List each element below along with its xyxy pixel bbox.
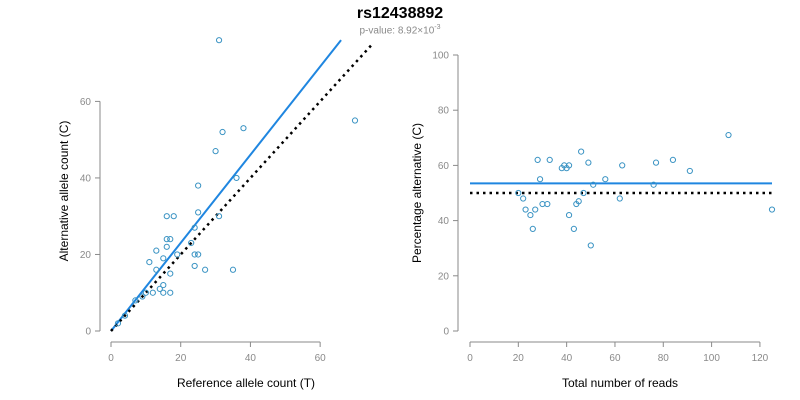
data-point (669, 156, 677, 163)
chart-subtitle: p-value: 8.92×10-3 (0, 24, 800, 36)
data-point (527, 211, 534, 219)
data-point (650, 181, 657, 188)
y-tick-label: 40 (438, 216, 450, 227)
data-point (534, 156, 541, 163)
data-point (170, 213, 177, 220)
x-tick-label: 0 (108, 353, 114, 364)
data-point (520, 195, 527, 202)
y-tick-label: 60 (438, 161, 450, 172)
data-point (153, 247, 160, 254)
data-point (240, 125, 247, 132)
y-tick-label: 0 (443, 327, 449, 338)
data-point (160, 255, 167, 262)
data-point (139, 293, 146, 300)
data-point (575, 198, 582, 205)
data-point (195, 251, 202, 258)
data-point (578, 148, 585, 155)
data-point (652, 159, 660, 166)
plot-panel-1: 0 20 40 60 0 20 40 60 Reference allele count (T)… (57, 37, 374, 390)
data-point (215, 213, 223, 220)
data-point (188, 239, 195, 247)
y-tick-label: 60 (80, 97, 92, 108)
data-point (202, 266, 209, 273)
data-point (153, 266, 160, 273)
y-tick-label: 0 (85, 327, 91, 338)
x-tick-label: 20 (175, 353, 187, 364)
x-tick-label: 100 (703, 353, 720, 364)
x-tick-label: 80 (658, 353, 670, 364)
y-tick-label: 20 (80, 250, 92, 261)
data-point (580, 189, 587, 197)
p-value-text: p-value: 8.92×10 (359, 25, 435, 37)
data-point (590, 181, 597, 188)
x-tick-label: 0 (467, 353, 473, 364)
y-tick-label: 20 (438, 271, 450, 282)
data-point (160, 289, 167, 296)
x-tick-label: 40 (561, 353, 573, 364)
data-point (195, 209, 202, 216)
fit-line (110, 39, 342, 332)
data-point (544, 200, 551, 208)
x-tick-label: 40 (245, 353, 257, 364)
data-point (585, 159, 592, 166)
data-point (146, 259, 153, 266)
data-point (163, 243, 170, 250)
data-point (191, 262, 198, 270)
data-point (167, 270, 174, 277)
data-point (142, 289, 149, 296)
data-point (219, 128, 226, 136)
data-point (149, 289, 156, 296)
x-axis-title: Reference allele count (T) (177, 376, 315, 390)
data-point (215, 37, 223, 44)
data-point (546, 156, 553, 163)
y-tick-label: 100 (432, 51, 449, 62)
y-axis-title: Percentage alternative (C) (410, 123, 424, 263)
data-point (163, 213, 170, 220)
data-point (565, 162, 573, 169)
data-point (522, 206, 529, 213)
y-axis-title: Alternative allele count (C) (57, 121, 71, 262)
data-point (114, 320, 122, 327)
data-point (619, 162, 626, 169)
reference-line (110, 43, 374, 332)
data-point (602, 176, 609, 183)
data-point (160, 281, 167, 289)
data-point (229, 266, 237, 273)
data-point (565, 211, 573, 219)
data-point (191, 224, 198, 231)
x-tick-label: 60 (315, 353, 327, 364)
x-tick-label: 60 (609, 353, 621, 364)
data-point (121, 312, 129, 319)
data-point (570, 225, 577, 232)
y-tick-label: 80 (438, 106, 450, 117)
chart-title: rs12438892 (356, 5, 444, 22)
data-point (768, 206, 776, 213)
x-axis-title: Total number of reads (562, 376, 678, 390)
data-point (725, 131, 732, 139)
data-point (233, 174, 240, 182)
x-tick-label: 20 (513, 353, 525, 364)
plot-panel-2: 0 20 40 60 80 100 120 0 20 40 60 80 100 Total number … (410, 51, 776, 390)
data-point (529, 225, 536, 232)
data-point (351, 117, 359, 124)
data-point (532, 206, 539, 213)
data-point (163, 236, 170, 243)
data-point (167, 289, 174, 296)
data-point (132, 297, 139, 304)
data-point (616, 195, 623, 202)
data-point (686, 167, 693, 175)
x-tick-label: 120 (752, 353, 769, 364)
data-point (515, 189, 522, 197)
data-point (195, 182, 202, 189)
data-point (167, 236, 174, 243)
data-point (212, 148, 219, 155)
data-point (191, 251, 198, 258)
data-point (536, 176, 544, 183)
data-point (156, 285, 163, 293)
y-tick-label: 40 (80, 173, 92, 184)
data-point (587, 242, 594, 249)
data-point (174, 251, 181, 258)
p-value-exponent: -3 (434, 24, 441, 31)
